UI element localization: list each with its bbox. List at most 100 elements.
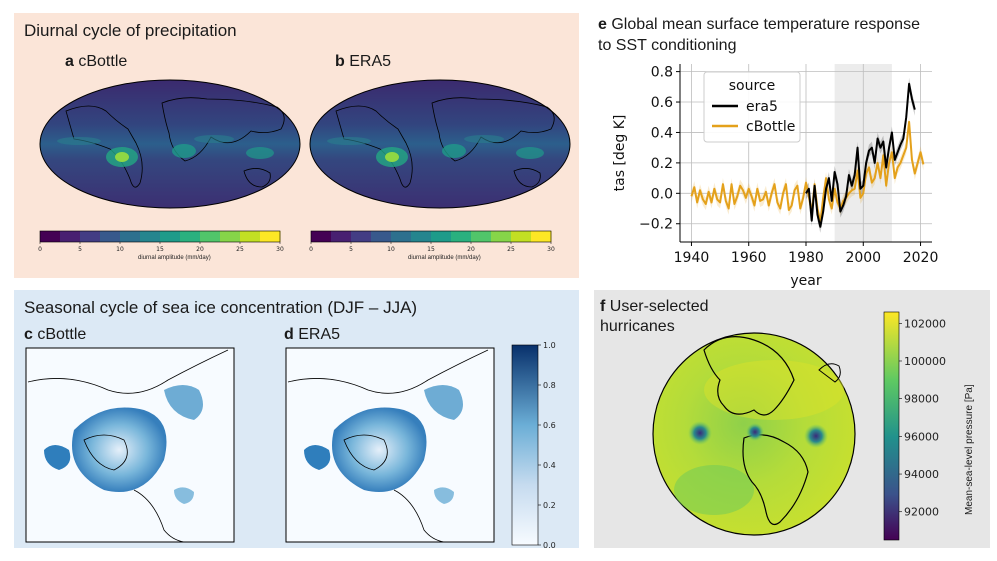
colorbar-swatch [40, 231, 61, 242]
legend-label-cBottle: cBottle [746, 119, 795, 135]
x-tick-label: 1940 [674, 250, 710, 266]
panel-hurricanes: f User-selected hurricanes 102000 100000 9… [594, 290, 990, 548]
colorbar-swatch [511, 231, 532, 242]
map-label-a: a cBottle [65, 53, 128, 70]
colorbar-swatch [140, 231, 161, 242]
colorbar-tick-label: 98000 [904, 393, 939, 406]
x-tick-label: 2000 [845, 250, 881, 266]
colorbar-tick-label: 0.2 [543, 501, 556, 510]
colorbar-swatch [240, 231, 261, 242]
colorbar-tick-label: 5 [78, 246, 82, 253]
colorbar-tick-label: 0 [38, 246, 42, 253]
colorbar-tick-label: 15 [156, 246, 164, 253]
panel-title: Seasonal cycle of sea ice concentration … [24, 298, 418, 317]
temperature-line-chart: 1940 1960 1980 2000 2020 −0.2 0.0 0.2 0.4 0.6 0.8 y… [612, 64, 939, 289]
seaice-map-cbottle [25, 347, 235, 543]
colorbar-swatch [331, 231, 352, 242]
x-tick-label: 2020 [903, 250, 939, 266]
msl-colorbar: 102000 100000 98000 96000 94000 92000 [883, 311, 946, 541]
panel-sea-ice: Seasonal cycle of sea ice concentration … [14, 290, 579, 548]
seaice-map-era5 [285, 347, 495, 543]
hurricane-marker [688, 421, 712, 445]
legend-label-era5: era5 [746, 99, 778, 115]
colorbar-swatch [411, 231, 432, 242]
hurricane-globe: 102000 100000 98000 96000 94000 92000 [652, 311, 946, 541]
colorbar-tick-label: 25 [507, 246, 515, 253]
colorbar-tick-label: 94000 [904, 468, 939, 481]
colorbar-swatch [60, 231, 81, 242]
precip-map-cbottle [39, 79, 301, 209]
colorbar-swatch [391, 231, 412, 242]
msl-colorbar-label: Mean-sea-level pressure [Pa] [964, 384, 975, 515]
colorbar-swatch [80, 231, 101, 242]
colorbar-swatch [431, 231, 452, 242]
y-tick-label: 0.4 [651, 125, 673, 141]
colorbar-swatch [160, 231, 181, 242]
colorbar-tick-label: 30 [276, 246, 284, 253]
precip-colorbar-a: 0 5 10 15 20 25 30 [38, 230, 284, 253]
colorbar-tick-label: 102000 [904, 317, 946, 330]
hurricanes-title-line1: f User-selected [600, 298, 709, 315]
colorbar-swatch [200, 231, 221, 242]
colorbar-tick-label: 0.6 [543, 421, 556, 430]
colorbar-tick-label: 10 [387, 246, 395, 253]
colorbar-tick-label: 0.8 [543, 381, 556, 390]
hurricane-marker [746, 423, 764, 441]
colorbar-tick-label: 20 [467, 246, 475, 253]
chart-title-line1: e Global mean surface temperature respon… [598, 16, 920, 33]
precip-colorbar-b: 0 5 10 15 20 25 30 [309, 230, 555, 253]
y-axis-label: tas [deg K] [612, 115, 628, 192]
colorbar-swatch [471, 231, 492, 242]
colorbar-swatch [260, 231, 281, 242]
chart-title-line2: to SST conditioning [598, 37, 737, 54]
colorbar-swatch [180, 231, 201, 242]
series-band-cBottle [691, 115, 924, 229]
colorbar-label-a: diurnal amplitude (mm/day) [138, 255, 211, 261]
map-label-c: c cBottle [24, 326, 87, 343]
panel-diurnal-precip: Diurnal cycle of precipitation a cBottle… [14, 13, 579, 278]
series-line-era5 [805, 82, 916, 228]
colorbar-swatch [311, 231, 332, 242]
colorbar-swatch [351, 231, 372, 242]
hurricane-marker [804, 424, 828, 448]
y-tick-label: 0.2 [651, 156, 673, 172]
colorbar-body [883, 311, 900, 541]
y-tick-label: 0.6 [651, 95, 673, 111]
hurricanes-title-line2: hurricanes [600, 318, 675, 335]
colorbar-tick-label: 100000 [904, 355, 946, 368]
colorbar-tick-label: 10 [116, 246, 124, 253]
colorbar-swatch [220, 231, 241, 242]
colorbar-tick-label: 96000 [904, 430, 939, 443]
map-label-d: d ERA5 [284, 326, 341, 343]
coastline [65, 105, 143, 188]
colorbar-tick-label: 0 [309, 246, 313, 253]
precip-map-era5 [309, 79, 571, 209]
x-tick-label: 1960 [731, 250, 767, 266]
seaice-colorbar: 1.0 0.8 0.6 0.4 0.2 0.0 [511, 341, 556, 548]
y-tick-label: 0.0 [651, 186, 673, 202]
colorbar-swatch [451, 231, 472, 242]
legend-box [703, 71, 801, 143]
colorbar-tick-label: 1.0 [543, 341, 556, 350]
colorbar-tick-label: 5 [349, 246, 353, 253]
x-axis-label: year [790, 273, 821, 289]
panel-temperature-chart: e Global mean surface temperature respon… [594, 10, 990, 290]
colorbar-swatch [491, 231, 512, 242]
legend-title: source [729, 78, 776, 94]
precip-maps: 0 5 10 15 20 25 30 0 5 10 15 20 25 30 [38, 79, 571, 253]
colorbar-tick-label: 20 [196, 246, 204, 253]
y-tick-label: −0.2 [639, 217, 673, 233]
colorbar-swatch [120, 231, 141, 242]
colorbar-tick-label: 15 [427, 246, 435, 253]
colorbar-tick-label: 0.4 [543, 461, 556, 470]
coastline [703, 336, 795, 416]
colorbar-tick-label: 30 [547, 246, 555, 253]
colorbar-swatch [371, 231, 392, 242]
colorbar-body [511, 344, 539, 546]
panel-title: Diurnal cycle of precipitation [24, 21, 237, 40]
colorbar-tick-label: 0.0 [543, 541, 556, 548]
seaice-maps: 1.0 0.8 0.6 0.4 0.2 0.0 [25, 341, 556, 548]
colorbar-tick-label: 25 [236, 246, 244, 253]
map-label-b: b ERA5 [335, 53, 392, 70]
colorbar-swatch [100, 231, 121, 242]
